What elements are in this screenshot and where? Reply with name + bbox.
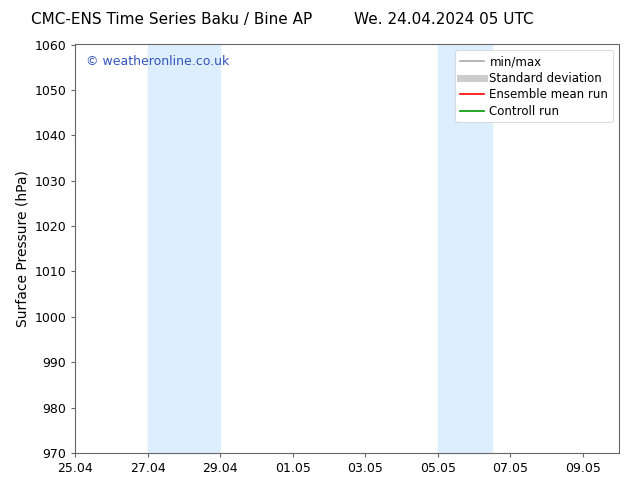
- Text: © weatheronline.co.uk: © weatheronline.co.uk: [86, 55, 230, 68]
- Legend: min/max, Standard deviation, Ensemble mean run, Controll run: min/max, Standard deviation, Ensemble me…: [455, 50, 613, 123]
- Bar: [438, 45, 492, 453]
- Y-axis label: Surface Pressure (hPa): Surface Pressure (hPa): [15, 171, 29, 327]
- Bar: [148, 45, 221, 453]
- Text: CMC-ENS Time Series Baku / Bine AP: CMC-ENS Time Series Baku / Bine AP: [30, 12, 312, 27]
- Text: We. 24.04.2024 05 UTC: We. 24.04.2024 05 UTC: [354, 12, 534, 27]
